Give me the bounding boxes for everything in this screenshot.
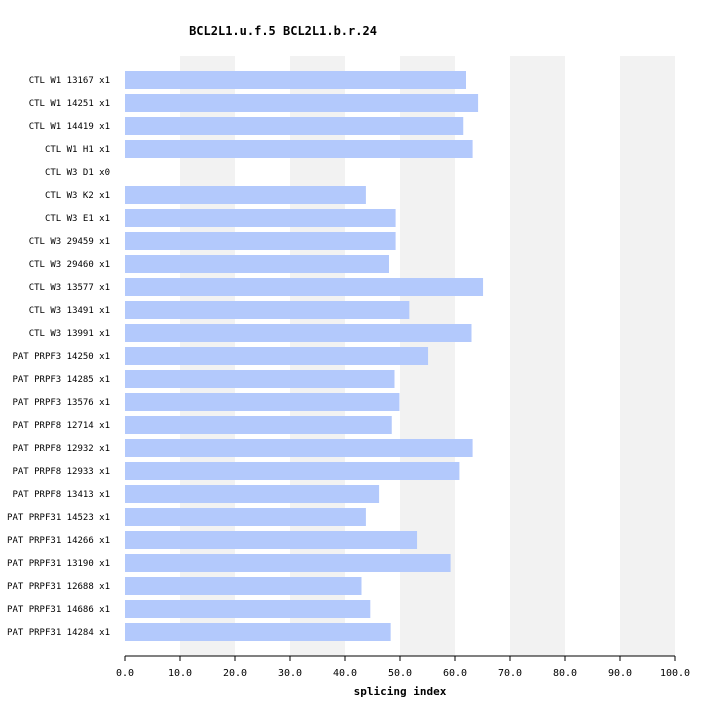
category-labels: CTL W1 13167 x1 CTL W1 14251 x1 CTL W1 144… bbox=[7, 76, 110, 638]
x-tick-label: 70.0 bbox=[498, 668, 522, 679]
category-label: CTL W3 13491 x1 bbox=[29, 306, 110, 316]
category-label: CTL W3 K2 x1 bbox=[45, 191, 110, 201]
category-label: PAT PRPF31 14266 x1 bbox=[7, 536, 110, 546]
category-label: PAT PRPF8 13413 x1 bbox=[12, 490, 110, 500]
category-label: PAT PRPF8 12714 x1 bbox=[12, 421, 110, 431]
bar bbox=[125, 485, 380, 503]
category-label: PAT PRPF31 14284 x1 bbox=[7, 628, 110, 638]
x-tick-label: 50.0 bbox=[388, 668, 412, 679]
x-tick-label: 40.0 bbox=[333, 668, 357, 679]
grid-band bbox=[510, 56, 565, 656]
bar bbox=[125, 186, 366, 204]
bar bbox=[125, 94, 479, 112]
bar bbox=[125, 393, 400, 411]
x-tick-label: 20.0 bbox=[223, 668, 247, 679]
category-label: CTL W3 E1 x1 bbox=[45, 214, 110, 224]
category-label: PAT PRPF8 12933 x1 bbox=[12, 467, 110, 477]
bar bbox=[125, 140, 473, 158]
grid-band bbox=[620, 56, 675, 656]
x-tick-label: 10.0 bbox=[168, 668, 192, 679]
category-label: PAT PRPF31 12688 x1 bbox=[7, 582, 110, 592]
bar bbox=[125, 232, 396, 250]
x-tick-label: 60.0 bbox=[443, 668, 467, 679]
bars bbox=[125, 71, 484, 641]
bar bbox=[125, 623, 391, 641]
x-axis: 0.0 10.0 20.0 30.0 40.0 50.0 60.0 70.0 80.0 90.0 1… bbox=[116, 655, 690, 679]
bar bbox=[125, 577, 362, 595]
category-label: CTL W1 14419 x1 bbox=[29, 122, 110, 132]
category-label: CTL W1 H1 x1 bbox=[45, 145, 110, 155]
bar bbox=[125, 508, 366, 526]
chart-title: BCL2L1.u.f.5 BCL2L1.b.r.24 bbox=[189, 24, 377, 38]
category-label: CTL W1 13167 x1 bbox=[29, 76, 110, 86]
category-label: PAT PRPF8 12932 x1 bbox=[12, 444, 110, 454]
category-label: CTL W3 13577 x1 bbox=[29, 283, 110, 293]
x-tick-label: 80.0 bbox=[553, 668, 577, 679]
category-label: PAT PRPF3 14285 x1 bbox=[12, 375, 110, 385]
bar bbox=[125, 439, 473, 457]
bar bbox=[125, 416, 392, 434]
category-label: PAT PRPF3 14250 x1 bbox=[12, 352, 110, 362]
bar bbox=[125, 347, 429, 365]
category-label: CTL W3 29459 x1 bbox=[29, 237, 110, 247]
category-label: CTL W3 29460 x1 bbox=[29, 260, 110, 270]
bar bbox=[125, 600, 371, 618]
x-tick-label: 0.0 bbox=[116, 668, 134, 679]
bar bbox=[125, 301, 410, 319]
bar bbox=[125, 554, 451, 572]
category-label: CTL W3 13991 x1 bbox=[29, 329, 110, 339]
bar bbox=[125, 255, 389, 273]
category-label: CTL W3 D1 x0 bbox=[45, 168, 110, 178]
category-label: CTL W1 14251 x1 bbox=[29, 99, 110, 109]
bar bbox=[125, 278, 484, 296]
bar bbox=[125, 531, 418, 549]
x-tick-label: 90.0 bbox=[608, 668, 632, 679]
bar bbox=[125, 462, 460, 480]
category-label: PAT PRPF31 14686 x1 bbox=[7, 605, 110, 615]
category-label: PAT PRPF31 14523 x1 bbox=[7, 513, 110, 523]
bar bbox=[125, 117, 464, 135]
category-label: PAT PRPF3 13576 x1 bbox=[12, 398, 110, 408]
category-label: PAT PRPF31 13190 x1 bbox=[7, 559, 110, 569]
bar bbox=[125, 324, 472, 342]
x-tick-label: 30.0 bbox=[278, 668, 302, 679]
bar bbox=[125, 71, 466, 89]
bar bbox=[125, 209, 396, 227]
x-axis-title: splicing index bbox=[354, 685, 447, 698]
x-tick-label: 100.0 bbox=[660, 668, 690, 679]
bar bbox=[125, 370, 395, 388]
